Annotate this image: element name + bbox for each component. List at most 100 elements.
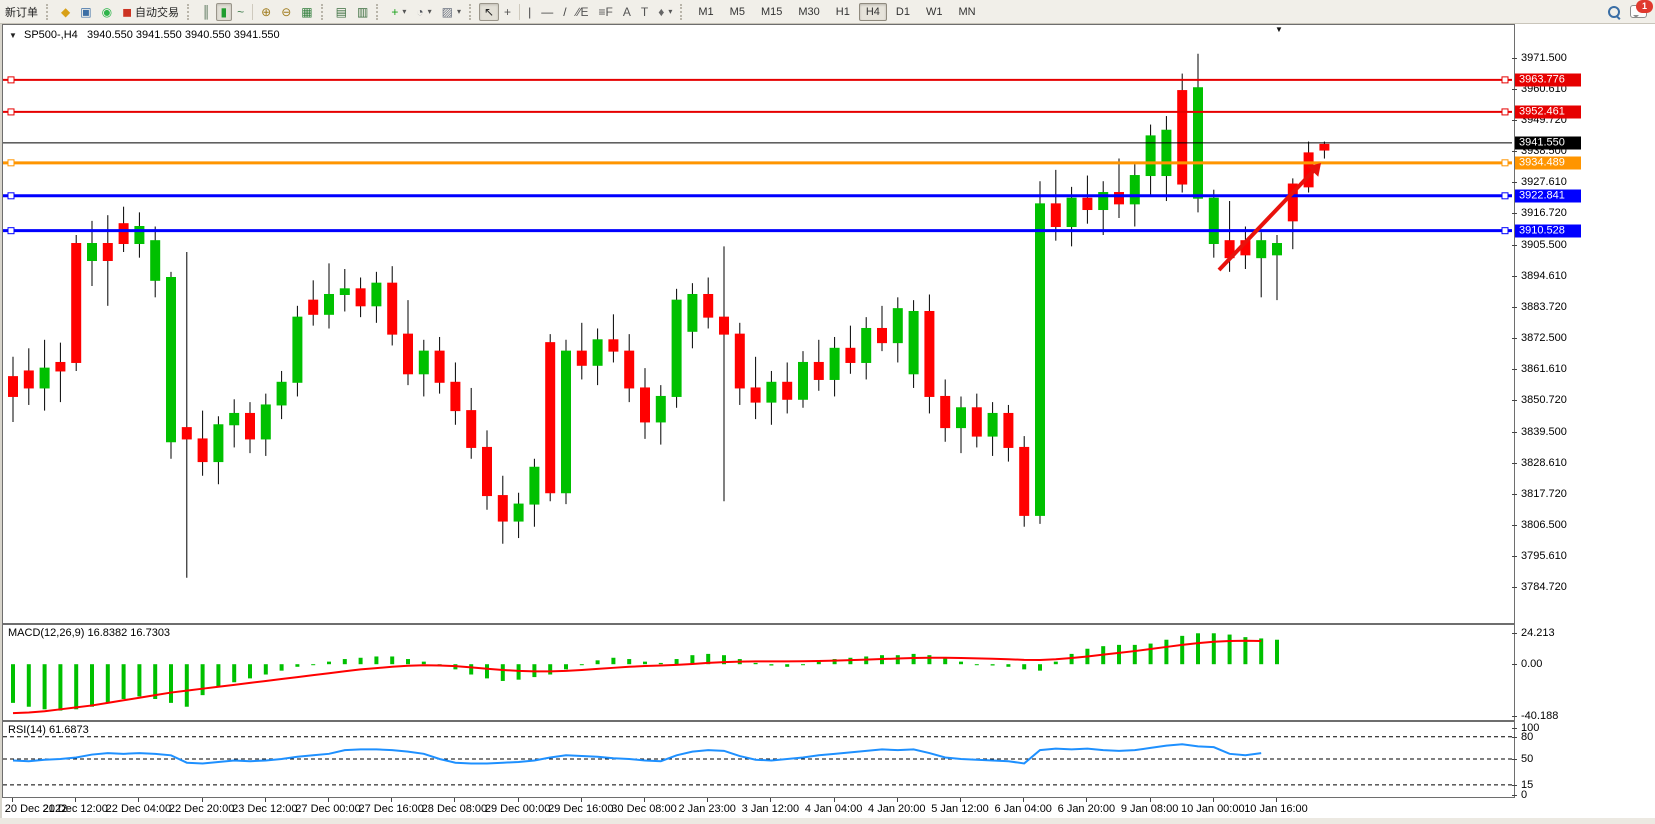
- candlestick-chart-canvas[interactable]: [3, 25, 1512, 621]
- timeframe-button-h1[interactable]: H1: [835, 5, 850, 18]
- zoom-in-icon: ⊕: [261, 4, 272, 19]
- line-anchor-handle[interactable]: [1501, 108, 1509, 116]
- horizontal-line-icon: —: [541, 4, 554, 19]
- timeframe-button-m30[interactable]: M30: [798, 5, 820, 18]
- price-tick: [1512, 493, 1517, 495]
- timeframe-button-m15[interactable]: M15: [760, 5, 783, 18]
- resistance-line-1[interactable]: [3, 76, 1512, 84]
- candle-20: [324, 293, 334, 315]
- timeframe-button-d1[interactable]: D1: [895, 5, 910, 18]
- macd-bar: [1243, 637, 1248, 665]
- chevron-down-icon[interactable]: ▾: [456, 7, 461, 16]
- timeframe-button-m5[interactable]: M5: [729, 5, 745, 18]
- window-menu-marker-icon[interactable]: ▼: [1275, 25, 1283, 34]
- macd-bar: [722, 655, 726, 665]
- main-chart-panel[interactable]: ▼ SP500-,H4 3940.550 3941.550 3940.550 3…: [2, 24, 1515, 624]
- arrange-shift-right-button[interactable]: ▥: [352, 3, 373, 21]
- search-icon[interactable]: [1608, 5, 1621, 20]
- chat-icon[interactable]: 1: [1630, 0, 1653, 18]
- fibonacci-button[interactable]: ≡F: [594, 3, 618, 21]
- rsi-scale-label: 15: [1521, 778, 1534, 791]
- price-tick: [1512, 525, 1517, 527]
- shapes-button[interactable]: ♦ ▾: [653, 3, 677, 21]
- candle-72: [1145, 135, 1156, 177]
- signals-button[interactable]: ◉: [97, 3, 117, 21]
- line-anchor-handle[interactable]: [7, 227, 15, 235]
- resistance-line-2[interactable]: [3, 108, 1512, 116]
- chevron-down-icon[interactable]: ▾: [668, 7, 673, 16]
- trendline-button[interactable]: /: [558, 3, 571, 21]
- crosshair-button[interactable]: +: [499, 3, 516, 21]
- line-chart-button[interactable]: ~: [232, 3, 249, 21]
- vline-button[interactable]: |: [523, 3, 536, 21]
- candle-68: [1082, 197, 1093, 211]
- macd-bar: [990, 664, 995, 666]
- timeframe-button-mn[interactable]: MN: [958, 5, 976, 18]
- date-label: 29 Dec 00:00: [484, 803, 551, 815]
- timeframe-button-h4[interactable]: H4: [858, 2, 887, 21]
- line-price-badge: 3952.461: [1515, 105, 1581, 119]
- rsi-indicator-panel[interactable]: RSI(14) 61.6873: [2, 721, 1515, 798]
- price-tick: [1512, 182, 1517, 184]
- line-anchor-handle[interactable]: [1501, 159, 1509, 167]
- date-tick: [770, 798, 772, 802]
- autotrade-button[interactable]: ◼ 自动交易: [117, 1, 184, 23]
- line-anchor-handle[interactable]: [7, 192, 15, 200]
- zoom-out-button[interactable]: ⊖: [276, 3, 296, 21]
- templates-button[interactable]: ▨ ▾: [437, 3, 466, 21]
- support-line-2[interactable]: [3, 227, 1512, 235]
- channel-button[interactable]: ∕∕E: [572, 3, 594, 21]
- line-anchor-handle[interactable]: [1501, 76, 1509, 84]
- macd-bar: [232, 664, 237, 683]
- line-anchor-handle[interactable]: [1501, 227, 1509, 235]
- macd-bar: [1117, 644, 1121, 665]
- toolbar: 新订单 ◆ ▣ ◉ ◼ 自动交易 ║ ▮ ~ ⊕ ⊖ ▦ ▤ ▥ + ▾ ◔ ▾ ▨ ▾ ↖ + | — / ∕∕E ≡F A T ♦ ▾ M…: [0, 0, 1655, 24]
- bar-chart-button[interactable]: ║: [197, 3, 216, 21]
- hline-button[interactable]: —: [536, 3, 558, 21]
- date-label: 10 Jan 00:00: [1180, 803, 1245, 815]
- candle-57: [908, 310, 919, 375]
- macd-bar: [342, 659, 347, 665]
- price-tick-label: 3784.720: [1521, 581, 1567, 593]
- periods-button[interactable]: ◔ ▾: [411, 3, 436, 21]
- tile-windows-icon: ▦: [301, 4, 313, 19]
- arrowhead: [1307, 163, 1321, 177]
- line-anchor-handle[interactable]: [1501, 192, 1509, 200]
- line-anchor-handle[interactable]: [7, 76, 15, 84]
- tile-windows-button[interactable]: ▦: [296, 3, 317, 21]
- date-label: 27 Dec 00:00: [295, 803, 361, 815]
- date-label: 21 Dec 12:00: [42, 803, 108, 815]
- indicators-button[interactable]: + ▾: [386, 3, 411, 21]
- chevron-down-icon[interactable]: ▾: [402, 7, 407, 16]
- candle-24: [387, 282, 398, 335]
- candle-45: [719, 316, 729, 335]
- macd-bar: [200, 664, 205, 696]
- label-button[interactable]: T: [636, 3, 653, 21]
- macd-bar: [374, 656, 379, 665]
- rsi-chart-canvas[interactable]: [3, 722, 1512, 795]
- timeframe-button-w1[interactable]: W1: [925, 5, 943, 18]
- macd-bar: [42, 664, 47, 710]
- candle-63: [1003, 412, 1014, 448]
- pivot-line[interactable]: [3, 159, 1512, 167]
- macd-indicator-panel[interactable]: MACD(12,26,9) 16.8382 16.7303: [2, 624, 1515, 721]
- terminal-button[interactable]: ▣: [75, 3, 96, 21]
- rsi-line: [12, 743, 1262, 765]
- candle-chart-button[interactable]: ▮: [215, 2, 233, 21]
- candle-25: [403, 333, 413, 375]
- new-order-button[interactable]: 新订单: [0, 1, 43, 23]
- collapse-icon[interactable]: ▼: [9, 31, 17, 40]
- macd-chart-canvas[interactable]: [3, 625, 1512, 718]
- support-line-1[interactable]: [3, 192, 1512, 200]
- line-anchor-handle[interactable]: [7, 108, 15, 116]
- zoom-in-button[interactable]: ⊕: [256, 3, 276, 21]
- timeframe-button-m1[interactable]: M1: [698, 5, 714, 18]
- bullish-trend-arrow[interactable]: [1217, 163, 1321, 272]
- chevron-down-icon[interactable]: ▾: [427, 7, 432, 16]
- arrange-shift-left-button[interactable]: ▤: [331, 3, 352, 21]
- announce-button[interactable]: ◆: [56, 3, 75, 21]
- text-button[interactable]: A: [618, 3, 636, 21]
- cursor-button[interactable]: ↖: [478, 2, 500, 21]
- line-anchor-handle[interactable]: [7, 159, 15, 167]
- notification-badge: 1: [1636, 0, 1653, 13]
